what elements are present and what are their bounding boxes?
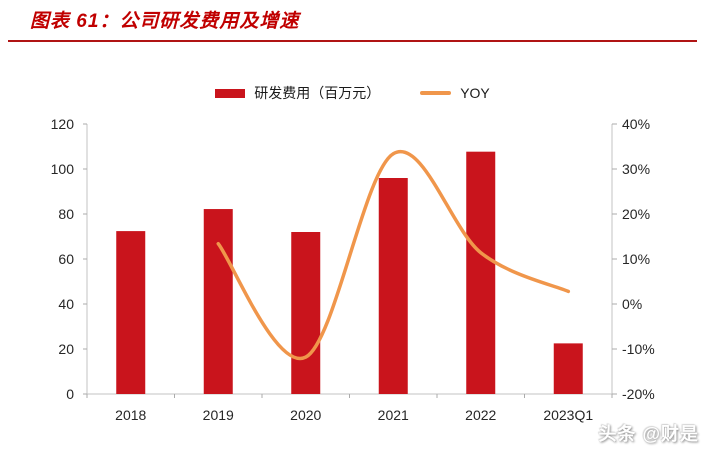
left-axis-tick-label: 120 bbox=[51, 116, 75, 132]
left-axis-tick-label: 80 bbox=[58, 206, 74, 222]
right-axis-tick-label: 40% bbox=[622, 116, 650, 132]
legend-line-label: YOY bbox=[460, 85, 490, 101]
bar-series-swatch-icon bbox=[215, 88, 246, 98]
line-series-swatch-icon bbox=[420, 91, 452, 95]
bar-2022 bbox=[466, 151, 496, 394]
left-axis-tick-label: 100 bbox=[51, 161, 75, 177]
right-axis-tick-label: -10% bbox=[622, 341, 655, 357]
watermark: 头条 @财是 bbox=[598, 424, 699, 444]
bar-2023Q1 bbox=[553, 343, 583, 394]
bar-2019 bbox=[203, 209, 233, 394]
legend-bar-label: 研发费用（百万元） bbox=[254, 85, 381, 101]
right-axis-tick-label: 20% bbox=[622, 206, 650, 222]
left-axis-tick-label: 40 bbox=[58, 296, 74, 312]
right-axis-tick-label: 30% bbox=[622, 161, 650, 177]
chart-legend: 研发费用（百万元） YOY bbox=[0, 83, 705, 103]
x-axis-category-label: 2021 bbox=[378, 407, 409, 423]
x-axis-category-label: 2020 bbox=[290, 407, 321, 423]
right-axis-tick-label: 10% bbox=[622, 251, 650, 267]
x-axis-category-label: 2019 bbox=[203, 407, 234, 423]
chart-plot-area: 0 20 40 60 80 100 120 -20% -10% 0% 10% 20% 30% 40% 201… bbox=[51, 116, 655, 423]
yoy-line bbox=[216, 149, 571, 361]
left-axis-tick-label: 60 bbox=[58, 251, 74, 267]
right-axis-tick-label: 0% bbox=[622, 296, 642, 312]
figure-title: 图表 61：公司研发费用及增速 bbox=[30, 11, 300, 32]
bar-2021 bbox=[378, 178, 408, 394]
left-axis-tick-label: 20 bbox=[58, 341, 74, 357]
right-axis-tick-label: -20% bbox=[622, 386, 655, 402]
x-axis-category-label: 2022 bbox=[465, 407, 496, 423]
x-axis-category-label: 2023Q1 bbox=[543, 407, 593, 423]
title-divider bbox=[8, 40, 697, 42]
legend-item-bar: 研发费用（百万元） bbox=[215, 83, 380, 103]
legend-item-line: YOY bbox=[420, 85, 490, 101]
bar-2020 bbox=[291, 232, 321, 394]
left-axis-tick-label: 0 bbox=[66, 386, 74, 402]
x-axis-category-label: 2018 bbox=[115, 407, 146, 423]
bar-2018 bbox=[116, 231, 146, 394]
